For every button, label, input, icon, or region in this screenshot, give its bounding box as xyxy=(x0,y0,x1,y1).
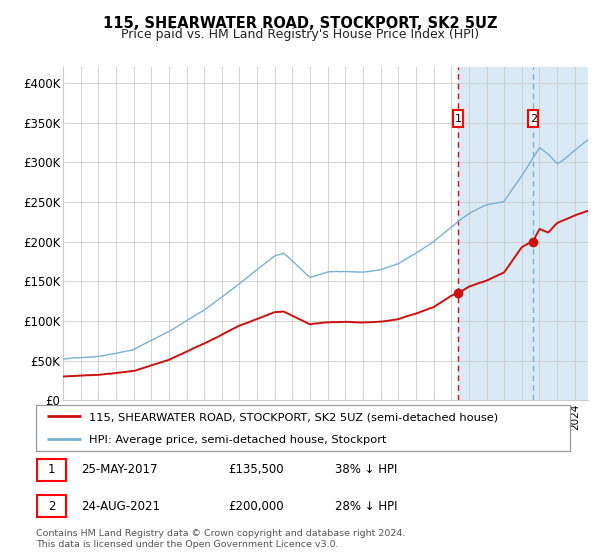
Text: £135,500: £135,500 xyxy=(228,463,284,477)
Text: Contains HM Land Registry data © Crown copyright and database right 2024.
This d: Contains HM Land Registry data © Crown c… xyxy=(36,529,406,549)
Text: 28% ↓ HPI: 28% ↓ HPI xyxy=(335,500,398,513)
Bar xyxy=(37,459,67,480)
Text: HPI: Average price, semi-detached house, Stockport: HPI: Average price, semi-detached house,… xyxy=(89,435,387,445)
Text: 1: 1 xyxy=(48,463,56,477)
Text: 2: 2 xyxy=(530,114,537,124)
Bar xyxy=(453,110,463,128)
Bar xyxy=(458,67,588,400)
Text: 38% ↓ HPI: 38% ↓ HPI xyxy=(335,463,397,477)
Text: £200,000: £200,000 xyxy=(228,500,284,513)
Text: Price paid vs. HM Land Registry's House Price Index (HPI): Price paid vs. HM Land Registry's House … xyxy=(121,28,479,41)
Bar xyxy=(529,110,538,128)
Text: 24-AUG-2021: 24-AUG-2021 xyxy=(82,500,160,513)
Text: 2: 2 xyxy=(48,500,56,513)
Text: 115, SHEARWATER ROAD, STOCKPORT, SK2 5UZ (semi-detached house): 115, SHEARWATER ROAD, STOCKPORT, SK2 5UZ… xyxy=(89,412,499,422)
Text: 25-MAY-2017: 25-MAY-2017 xyxy=(82,463,158,477)
Text: 115, SHEARWATER ROAD, STOCKPORT, SK2 5UZ: 115, SHEARWATER ROAD, STOCKPORT, SK2 5UZ xyxy=(103,16,497,31)
Text: 1: 1 xyxy=(455,114,461,124)
Bar xyxy=(37,496,67,517)
